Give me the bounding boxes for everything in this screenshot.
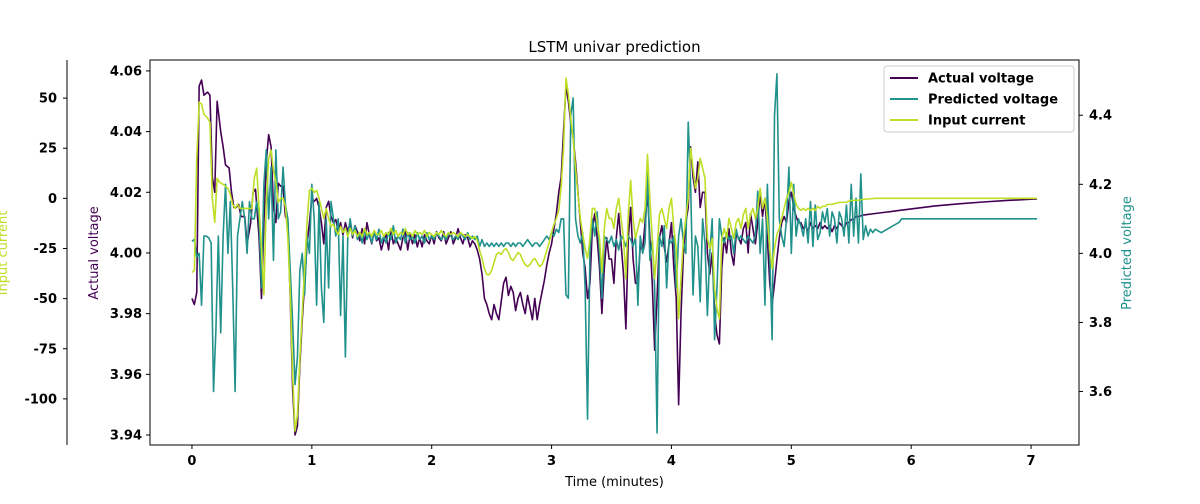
input-current-tick-label: -25 [34, 242, 58, 257]
predicted-voltage-tick-label: 4.2 [1089, 178, 1112, 193]
predicted-voltage-tick-label: 3.8 [1089, 316, 1112, 331]
input-current-tick-label: -75 [34, 342, 58, 357]
predicted-voltage-tick-label: 4.4 [1089, 109, 1112, 124]
x-tick-label: 2 [427, 454, 436, 469]
input-current-tick-label: -50 [34, 292, 58, 307]
actual-voltage-tick-label: 4.00 [110, 246, 142, 261]
chart-title: LSTM univar prediction [528, 38, 700, 56]
actual-voltage-tick-label: 4.02 [110, 186, 142, 201]
x-tick-label: 6 [907, 454, 916, 469]
x-axis-title: Time (minutes) [564, 475, 664, 490]
actual-voltage-tick-label: 4.06 [110, 64, 142, 79]
x-tick-label: 4 [667, 454, 676, 469]
input-current-tick-label: -100 [24, 392, 57, 407]
predicted-voltage-axis-title: Predicted voltage [1120, 196, 1135, 310]
actual-voltage-tick-label: 3.94 [110, 428, 142, 443]
x-tick-label: 7 [1027, 454, 1036, 469]
legend-actual-voltage-label: Actual voltage [928, 72, 1034, 87]
input-current-tick-label: 0 [48, 192, 57, 207]
predicted-voltage-tick-label: 3.6 [1089, 385, 1112, 400]
x-tick-label: 3 [547, 454, 556, 469]
actual-voltage-tick-label: 4.04 [110, 125, 142, 140]
actual-voltage-axis-title: Actual voltage [87, 206, 102, 299]
actual-voltage-tick-label: 3.96 [110, 368, 142, 383]
legend-input-current-label: Input current [928, 114, 1025, 129]
input-current-line [191, 77, 1038, 432]
input-current-tick-label: 25 [39, 142, 57, 157]
x-tick-label: 0 [187, 454, 196, 469]
actual-voltage-tick-label: 3.98 [110, 307, 142, 322]
predicted-voltage-line [191, 73, 1038, 434]
legend-predicted-voltage-label: Predicted voltage [928, 93, 1058, 108]
predicted-voltage-tick-label: 4.0 [1089, 247, 1112, 262]
series-layer [191, 73, 1038, 436]
axes-layer: 0 1 2 3 4 5 6 74.064.044.024.003.983.963.94Actu… [0, 59, 1135, 469]
actual-voltage-line [191, 79, 1038, 436]
input-current-tick-label: 50 [39, 92, 57, 107]
x-tick-label: 1 [307, 454, 316, 469]
x-tick-label: 5 [787, 454, 796, 469]
legend-box [883, 65, 1075, 133]
input-current-axis-title: Input current [0, 211, 11, 296]
legend: Actual voltage Predicted voltage Input cur… [883, 65, 1075, 133]
